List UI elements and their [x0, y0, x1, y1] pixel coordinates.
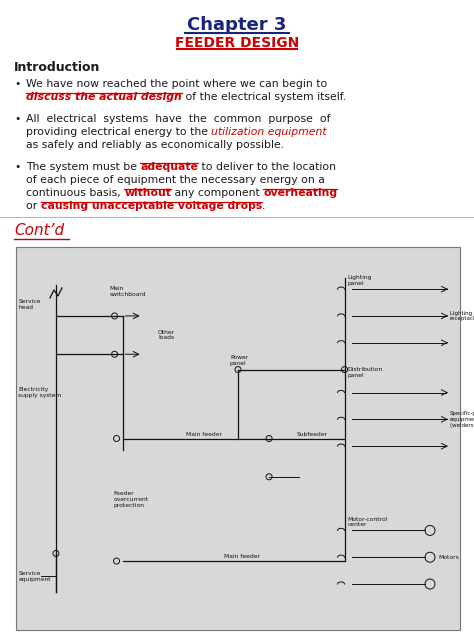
Text: All  electrical  systems  have  the  common  purpose  of: All electrical systems have the common p… — [26, 114, 330, 124]
Text: Cont’d: Cont’d — [14, 223, 64, 238]
Text: Introduction: Introduction — [14, 61, 100, 74]
Text: We have now reached the point where we can begin to: We have now reached the point where we c… — [26, 79, 327, 89]
Text: •: • — [14, 79, 20, 89]
Text: Subfeeder: Subfeeder — [297, 432, 328, 437]
Text: of the electrical system itself.: of the electrical system itself. — [182, 92, 346, 102]
Text: overheating: overheating — [264, 188, 337, 198]
Text: to deliver to the location: to deliver to the location — [199, 162, 337, 172]
Text: Lighting
panel: Lighting panel — [347, 276, 372, 286]
Text: Service
head: Service head — [18, 299, 41, 310]
Text: Motors: Motors — [438, 555, 459, 560]
Text: causing unacceptable voltage drops: causing unacceptable voltage drops — [41, 201, 262, 211]
Text: of each piece of equipment the necessary energy on a: of each piece of equipment the necessary… — [26, 175, 325, 185]
Text: any component: any component — [171, 188, 264, 198]
Text: continuous basis,: continuous basis, — [26, 188, 124, 198]
FancyBboxPatch shape — [16, 247, 460, 630]
Text: as safely and reliably as economically possible.: as safely and reliably as economically p… — [26, 140, 284, 150]
Text: Main feeder: Main feeder — [186, 432, 222, 437]
Text: Chapter 3: Chapter 3 — [187, 16, 287, 34]
Text: Distribution
panel: Distribution panel — [347, 367, 383, 378]
Text: Specific-purpose
equipment
(welders, heaters, etc.): Specific-purpose equipment (welders, hea… — [450, 411, 474, 428]
Text: Lighting and
receptacles: Lighting and receptacles — [450, 310, 474, 321]
Text: providing electrical energy to the: providing electrical energy to the — [26, 127, 211, 137]
Text: Main
switchboard: Main switchboard — [109, 286, 146, 297]
Text: Electricity
supply system: Electricity supply system — [18, 387, 62, 398]
Text: Other
loads: Other loads — [158, 330, 175, 341]
Text: discuss the actual design: discuss the actual design — [26, 92, 182, 102]
Text: •: • — [14, 114, 20, 124]
Text: .: . — [262, 201, 265, 211]
Text: utilization equipment: utilization equipment — [211, 127, 327, 137]
Text: FEEDER DESIGN: FEEDER DESIGN — [175, 36, 299, 50]
Text: without: without — [124, 188, 171, 198]
Text: Power
panel: Power panel — [230, 355, 248, 365]
Text: adequate: adequate — [140, 162, 199, 172]
Text: •: • — [14, 162, 20, 172]
Text: Feeder
overcurrent
protection: Feeder overcurrent protection — [114, 492, 149, 508]
Text: Main feeder: Main feeder — [224, 554, 260, 559]
Text: Motor-control
center: Motor-control center — [347, 516, 388, 528]
Text: Service
equipment: Service equipment — [18, 571, 51, 582]
Text: The system must be: The system must be — [26, 162, 140, 172]
Text: or: or — [26, 201, 41, 211]
